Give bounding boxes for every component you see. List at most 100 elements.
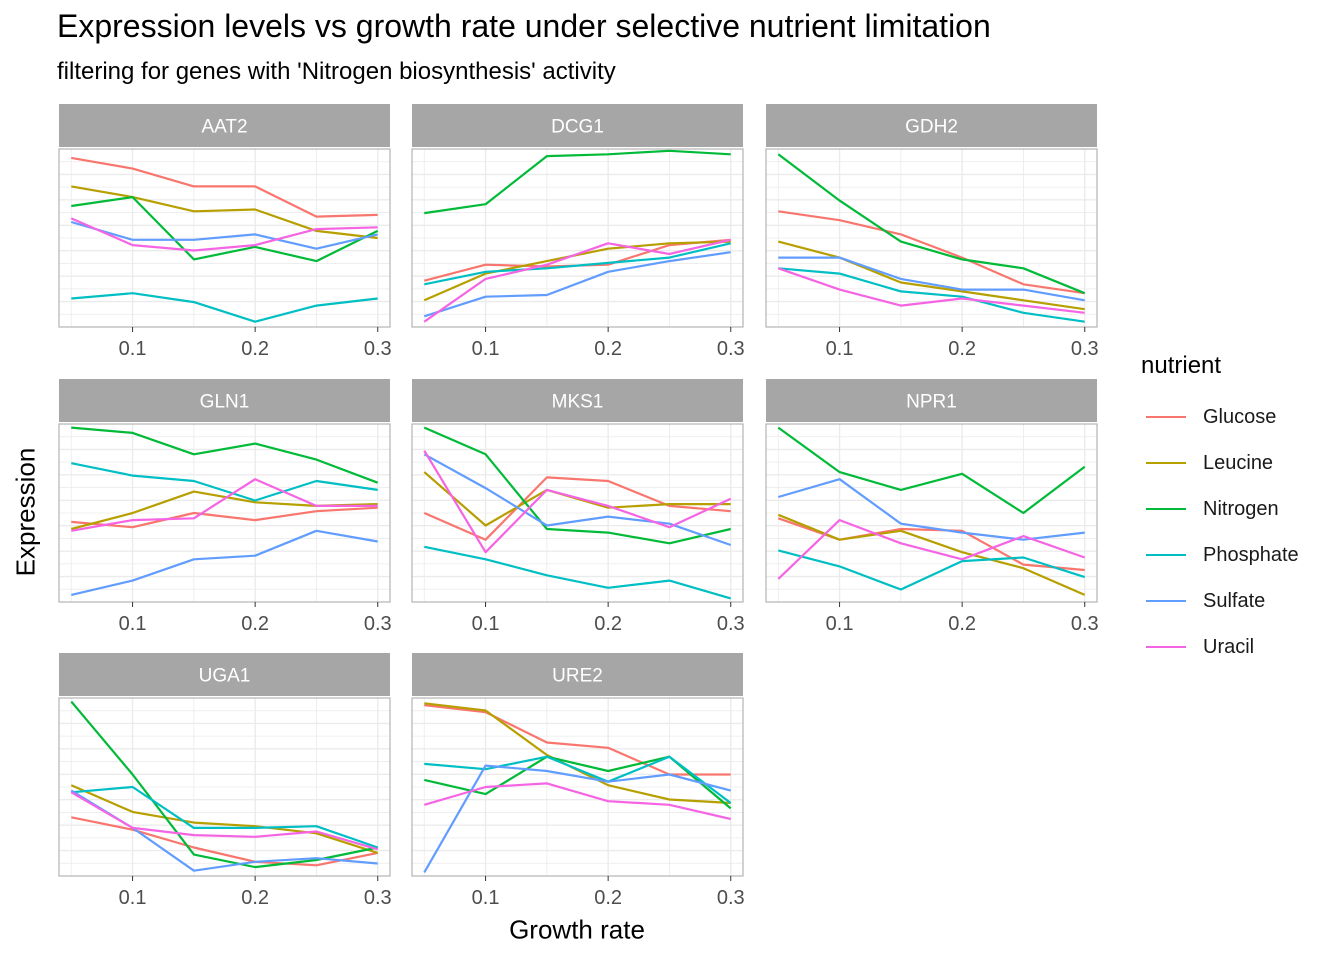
series-line-phosphate <box>71 292 378 323</box>
x-tick-label: 0.3 <box>1071 338 1099 360</box>
facet-panel-npr1: NPR1 0.1 0.2 0.3 <box>765 379 1099 635</box>
panel-border <box>411 423 744 603</box>
series-line-uracil <box>423 450 732 554</box>
series-line-nitrogen <box>71 196 379 263</box>
facet-strip <box>766 104 1097 147</box>
facet-strip <box>412 379 743 422</box>
legend-label: Uracil <box>1203 635 1255 658</box>
legend-label: Nitrogen <box>1203 497 1279 520</box>
series-line-phosphate <box>71 785 379 849</box>
legend-key-sulfate <box>1146 600 1186 602</box>
x-tick-label: 0.3 <box>717 338 745 360</box>
legend-item-nitrogen: Nitrogen <box>1141 486 1299 532</box>
legend-title: nutrient <box>1141 352 1222 379</box>
facet-panel-gdh2: GDH2 0.1 0.2 0.3 <box>765 104 1099 360</box>
series-line-uracil <box>71 478 378 532</box>
panel-border <box>411 148 744 328</box>
facet-strip <box>766 379 1097 422</box>
panel-border <box>58 148 391 328</box>
series-line-nitrogen <box>424 149 731 215</box>
series-line-glucose <box>71 156 378 218</box>
facet-panel-mks1: MKS1 0.1 0.2 0.3 <box>411 379 745 635</box>
series-line-sulfate <box>423 251 731 318</box>
series-line-sulfate <box>71 529 378 596</box>
panel-border <box>58 697 391 877</box>
facet-strip <box>59 104 390 147</box>
series-line-phosphate <box>424 242 731 286</box>
legend-label: Glucose <box>1203 405 1277 428</box>
series-line-phosphate <box>778 267 1085 323</box>
x-tick-label: 0.1 <box>119 887 147 909</box>
series-line-leucine <box>71 185 378 240</box>
series-line-sulfate <box>423 453 732 547</box>
facet-panel-ure2: URE2 0.1 0.2 0.3 <box>411 653 745 909</box>
facet-strip <box>59 653 390 696</box>
x-axis-label: Growth rate <box>509 914 645 945</box>
series-line-glucose <box>71 816 378 867</box>
x-tick-label: 0.3 <box>364 613 392 635</box>
facet-panel-dcg1: DCG1 0.1 0.2 0.3 <box>411 104 745 360</box>
legend-items: Glucose Leucine Nitrogen Phosphate Sulfate Ur… <box>1141 394 1299 670</box>
x-tick-label: 0.1 <box>472 887 500 909</box>
series-line-glucose <box>778 210 1085 295</box>
legend-label: Sulfate <box>1203 589 1266 612</box>
x-tick-label: 0.3 <box>717 887 745 909</box>
legend-key-leucine <box>1146 462 1186 464</box>
series-line-nitrogen <box>423 426 731 545</box>
series-line-nitrogen <box>777 426 1086 515</box>
legend-label: Phosphate <box>1203 543 1299 566</box>
facet-strip <box>412 104 743 147</box>
x-tick-label: 0.1 <box>826 613 854 635</box>
legend-label: Leucine <box>1203 451 1274 474</box>
facet-strip <box>412 653 743 696</box>
legend-item-phosphate: Phosphate <box>1141 532 1299 578</box>
legend-item-uracil: Uracil <box>1141 624 1299 670</box>
x-tick-label: 0.1 <box>472 338 500 360</box>
series-line-uracil <box>423 238 731 323</box>
x-tick-label: 0.2 <box>948 338 976 360</box>
facet-strip-label: MKS1 <box>552 392 604 413</box>
x-tick-label: 0.2 <box>594 887 622 909</box>
legend-item-glucose: Glucose <box>1141 394 1299 440</box>
facet-strip-label: AAT2 <box>201 117 247 138</box>
legend: nutrient Glucose Leucine Nitrogen Phosphate… <box>1141 352 1299 670</box>
panel-border <box>58 423 391 603</box>
facet-panel-aat2: AAT2 0.1 0.2 0.3 <box>58 104 392 360</box>
series-line-nitrogen <box>71 426 379 484</box>
legend-key-uracil <box>1146 646 1186 648</box>
series-line-sulfate <box>778 256 1085 302</box>
x-tick-label: 0.3 <box>1071 613 1099 635</box>
series-line-leucine <box>70 784 379 854</box>
x-tick-label: 0.2 <box>594 613 622 635</box>
series-line-glucose <box>71 506 378 529</box>
facet-strip-label: URE2 <box>552 666 603 687</box>
facet-strip-label: NPR1 <box>906 392 957 413</box>
legend-item-sulfate: Sulfate <box>1141 578 1299 624</box>
legend-key-nitrogen <box>1146 508 1186 510</box>
series-line-leucine <box>778 240 1085 311</box>
facet-panel-gln1: GLN1 0.1 0.2 0.3 <box>58 379 392 635</box>
x-tick-label: 0.1 <box>119 613 147 635</box>
legend-key-glucose <box>1146 416 1186 418</box>
facet-panel-uga1: UGA1 0.1 0.2 0.3 <box>58 653 392 909</box>
series-line-uracil <box>70 791 379 851</box>
series-line-uracil <box>423 782 731 821</box>
series-line-nitrogen <box>777 153 1086 295</box>
series-line-nitrogen <box>70 700 378 869</box>
series-line-phosphate <box>778 549 1086 591</box>
facet-strip-label: DCG1 <box>551 117 604 138</box>
x-tick-label: 0.2 <box>594 338 622 360</box>
facet-strip <box>59 379 390 422</box>
x-tick-label: 0.2 <box>241 613 269 635</box>
series-line-phosphate <box>424 545 732 600</box>
x-tick-label: 0.2 <box>948 613 976 635</box>
chart-subtitle: filtering for genes with 'Nitrogen biosy… <box>57 58 616 85</box>
series-line-uracil <box>777 267 1085 314</box>
x-tick-label: 0.1 <box>472 613 500 635</box>
series-line-sulfate <box>423 764 731 873</box>
series-line-sulfate <box>70 220 378 250</box>
panel-border <box>765 148 1098 328</box>
series-line-phosphate <box>71 462 378 502</box>
chart-title: Expression levels vs growth rate under s… <box>57 8 991 44</box>
